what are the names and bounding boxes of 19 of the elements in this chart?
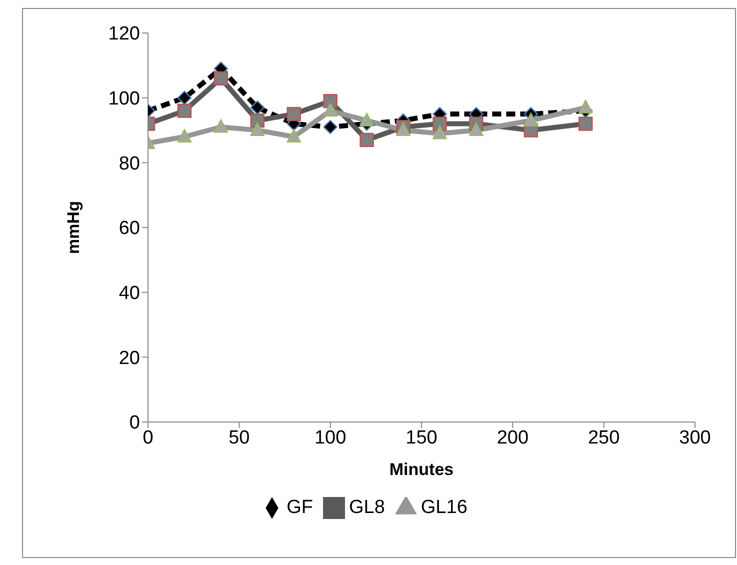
x-axis-title: Minutes (389, 460, 454, 479)
y-tick-label: 80 (118, 153, 140, 174)
x-tick-label: 50 (228, 427, 250, 448)
y-tick-label: 20 (118, 348, 140, 369)
y-tick-label: 60 (118, 218, 140, 240)
legend-label: GL16 (420, 497, 468, 518)
y-tick-label: 100 (108, 88, 140, 110)
legend-label: GL8 (348, 497, 385, 518)
y-tick-label: 0 (129, 412, 140, 434)
legend-label: GF (286, 497, 313, 518)
y-tick-label: 120 (108, 24, 140, 45)
x-tick-label: 250 (588, 427, 620, 448)
y-tick-label: 40 (118, 283, 140, 304)
x-tick-label: 0 (142, 427, 154, 448)
x-tick-label: 200 (496, 427, 529, 448)
y-axis-title: mmHg (64, 201, 84, 254)
x-tick-label: 100 (314, 427, 346, 448)
x-tick-label: 300 (679, 427, 711, 448)
x-tick-label: 150 (406, 427, 438, 448)
